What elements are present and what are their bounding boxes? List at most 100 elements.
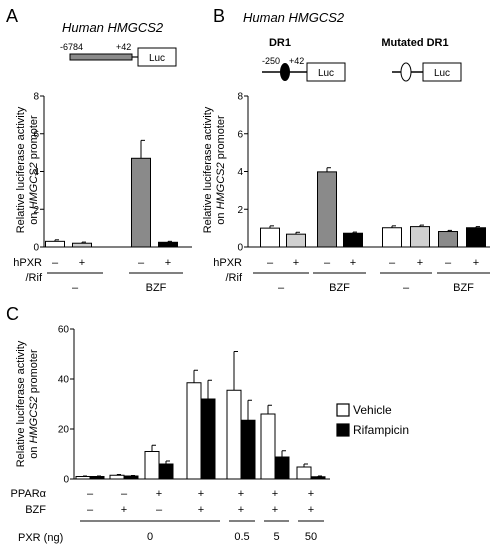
panel-c-ytick-label: 60 (58, 325, 70, 336)
panel-a-ylabel-line2: on HMGCS2 promoter (28, 115, 40, 225)
panel-b-condition-sign: – (267, 257, 274, 269)
panel-a-ytick-label: 4 (33, 167, 39, 178)
panel-c-ppar-sign: + (272, 488, 278, 500)
panel-a-ytick-label: 2 (33, 205, 39, 216)
panel-c-rifampicin-bar (310, 476, 326, 480)
panel-b-condition-sign: + (293, 257, 299, 269)
panel-b-bar (286, 233, 306, 248)
panel-a-condition-sign: + (79, 257, 85, 269)
panel-b-bar (466, 227, 486, 248)
panel-a-group-label: BZF (146, 282, 167, 294)
construct-mutated-luc-label: Luc (434, 68, 450, 79)
panel-c-pxr-label: PXR (ng) (18, 532, 63, 544)
panel-b-group-label: BZF (329, 282, 350, 294)
panel-b-condition-sign: + (417, 257, 423, 269)
panel-b-bar (382, 227, 402, 248)
panel-b-ytick-label: 6 (237, 129, 243, 140)
panel-c-vehicle-bar (226, 389, 242, 480)
panel-b-ytick-label: 8 (237, 92, 243, 103)
panel-c-pxr-group-label: 0 (147, 531, 153, 543)
construct-a-luc-label: Luc (149, 53, 165, 64)
panel-c-bzf-sign: – (87, 504, 94, 516)
panel-b-ytick-label: 2 (237, 205, 243, 216)
panel-b-condition-sign: + (473, 257, 479, 269)
panel-c-ylabel-line1: Relative luciferase activity (15, 340, 27, 467)
panel-a-row2-label: /Rif (26, 272, 43, 284)
panel-b-bar (317, 171, 337, 248)
panel-a-bar (72, 242, 92, 248)
panel-a-ytick-label: 8 (33, 92, 39, 103)
panel-b-title: Human HMGCS2 (243, 10, 345, 25)
legend-rifampicin-swatch (336, 423, 350, 437)
panel-c-bzf-sign: + (308, 504, 314, 516)
panel-b-row2-label: /Rif (226, 272, 243, 284)
panel-a-ytick-label: 0 (33, 243, 39, 254)
panel-b-condition-sign: – (324, 257, 331, 269)
panel-c-rifampicin-bar (158, 463, 174, 480)
panel-c-vehicle-bar (260, 413, 276, 480)
panel-a-condition-sign: + (165, 257, 171, 269)
panel-b-ylabel-line2: on HMGCS2 promoter (215, 115, 227, 225)
panel-c-ppar-sign: + (156, 488, 162, 500)
construct-a-right-label: +42 (116, 42, 131, 52)
panel-c-bzf-sign: + (121, 504, 127, 516)
panel-b-group-label: – (403, 282, 410, 294)
construct-dr1-luc-box (306, 62, 346, 82)
panel-c-ytick-label: 20 (58, 425, 70, 436)
panel-a-chart: 0 2 4 6 8 – + – + – BZF (33, 92, 192, 294)
legend-rifampicin-label: Rifampicin (353, 423, 409, 437)
panel-c-ytick-label: 40 (58, 375, 70, 386)
construct-dr1-luc-label: Luc (318, 68, 334, 79)
panel-b-group-label: – (278, 282, 285, 294)
panel-b-bar (410, 226, 430, 248)
panel-a-title: Human HMGCS2 (62, 20, 164, 35)
panel-c-vehicle-bar (144, 451, 160, 480)
panel-c-vehicle-bar (109, 474, 125, 480)
panel-c-bzf-sign: + (198, 504, 204, 516)
construct-dr1-left-label: -250 (262, 56, 280, 66)
panel-c-rifampicin-bar (123, 475, 139, 480)
panel-a-condition-sign: – (52, 257, 59, 269)
panel-c-letter: C (6, 304, 19, 324)
panel-b-ytick-label: 4 (237, 167, 243, 178)
panel-c-rifampicin-bar (240, 419, 256, 480)
panel-b-construct-mutated: Mutated DR1 Luc (381, 37, 462, 82)
panel-c-ytick-label: 0 (63, 475, 69, 486)
panel-a-ylabel-line1: Relative luciferase activity (15, 106, 27, 233)
panel-a-bar (45, 240, 65, 248)
panel-c-rifampicin-bar (89, 476, 105, 480)
construct-a-luc-box (137, 47, 177, 67)
panel-c-rifampicin-bar (274, 456, 290, 480)
construct-dr1-element (280, 63, 290, 81)
panel-c-vehicle-bar (186, 382, 202, 480)
panel-c-bzf-sign: + (272, 504, 278, 516)
panel-c-ppar-sign: – (121, 488, 128, 500)
panel-c-chart: 0 20 40 60 – – – + + – + + + + + + + +0 0.5 5 50 (58, 325, 330, 543)
panel-c-ppar-sign: – (87, 488, 94, 500)
construct-dr1-title: DR1 (269, 37, 291, 49)
panel-b-bar (343, 232, 363, 248)
panel-c-bzf-sign: – (156, 504, 163, 516)
panel-b-condition-sign: – (445, 257, 452, 269)
panel-a-bar (131, 157, 151, 248)
panel-c-pxr-group-label: 5 (273, 531, 279, 543)
construct-mutated-title: Mutated DR1 (381, 37, 448, 49)
legend-vehicle-swatch (336, 403, 350, 417)
panel-c-legend: Vehicle Rifampicin (336, 403, 409, 437)
panel-c-bzf-sign: + (238, 504, 244, 516)
panel-c-ppar-sign: + (308, 488, 314, 500)
panel-b-ytick-label: 0 (237, 243, 243, 254)
panel-c-ppar-sign: + (198, 488, 204, 500)
panel-a-letter: A (6, 6, 18, 26)
construct-a-promoter (69, 53, 133, 61)
construct-mutated-element (400, 62, 412, 82)
panel-c-bzf-label: BZF (25, 504, 46, 516)
panel-c-vehicle-bar (296, 466, 312, 480)
panel-c-pxr-group-label: 0.5 (234, 531, 249, 543)
panel-b-group-label: BZF (453, 282, 474, 294)
panel-a-bar (158, 241, 178, 248)
panel-b-construct-dr1: DR1 -250 +42 Luc (262, 37, 346, 82)
panel-c-rifampicin-bar (200, 398, 216, 480)
panel-c-ppar-label: PPARα (11, 488, 47, 500)
